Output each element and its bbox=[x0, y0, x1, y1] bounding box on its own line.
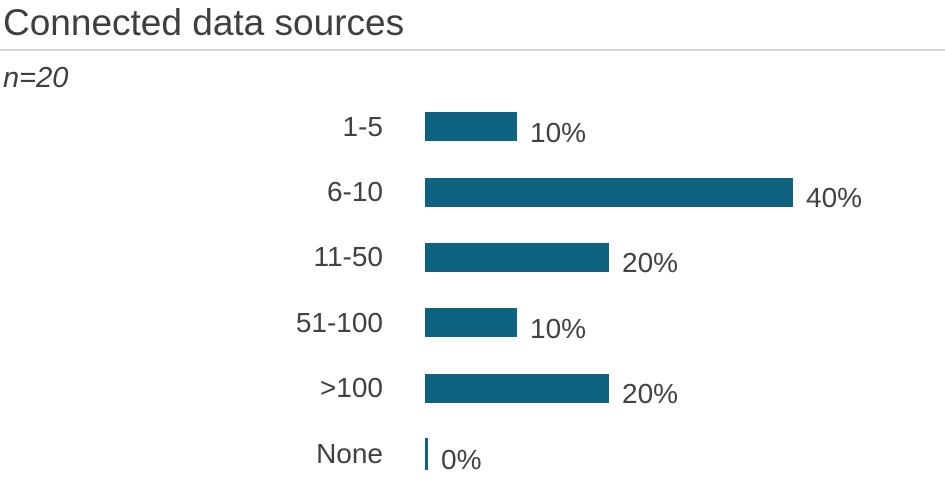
category-label: 1-5 bbox=[342, 110, 383, 142]
title-divider bbox=[0, 49, 945, 51]
bar-area: 10% bbox=[425, 307, 586, 344]
chart-row: 11-50 20% bbox=[0, 225, 945, 290]
value-label: 10% bbox=[530, 312, 587, 344]
value-label: 0% bbox=[441, 443, 482, 475]
category-label: None bbox=[316, 437, 383, 469]
category-label: 11-50 bbox=[313, 241, 383, 273]
bar-area: 20% bbox=[425, 241, 678, 278]
bar[interactable] bbox=[425, 242, 609, 272]
bar-area: 40% bbox=[425, 176, 862, 213]
chart-row: >100 20% bbox=[0, 356, 945, 421]
value-label: 20% bbox=[622, 247, 679, 279]
chart-row: None 0% bbox=[0, 421, 945, 486]
bar-chart: 1-5 10% 6-10 40% 11-50 20% 51-100 10% >100 20% Non… bbox=[0, 94, 945, 486]
category-label: 51-100 bbox=[295, 306, 383, 338]
category-label: >100 bbox=[319, 372, 383, 404]
bar[interactable] bbox=[425, 373, 609, 403]
chart-row: 1-5 10% bbox=[0, 94, 945, 159]
sample-size-note: n=20 bbox=[3, 62, 69, 94]
bar[interactable] bbox=[425, 112, 517, 142]
bar-area: 10% bbox=[425, 111, 586, 148]
value-label: 20% bbox=[622, 378, 679, 410]
chart-title: Connected data sources bbox=[3, 2, 405, 43]
value-label: 40% bbox=[806, 182, 863, 214]
chart-row: 51-100 10% bbox=[0, 290, 945, 355]
bar[interactable] bbox=[425, 308, 517, 338]
category-label: 6-10 bbox=[326, 176, 383, 208]
bar-area: 20% bbox=[425, 372, 678, 409]
bar[interactable] bbox=[425, 177, 793, 207]
chart-row: 6-10 40% bbox=[0, 159, 945, 224]
bar-area: 0% bbox=[425, 437, 481, 475]
bar[interactable] bbox=[425, 437, 428, 470]
value-label: 10% bbox=[530, 116, 587, 148]
